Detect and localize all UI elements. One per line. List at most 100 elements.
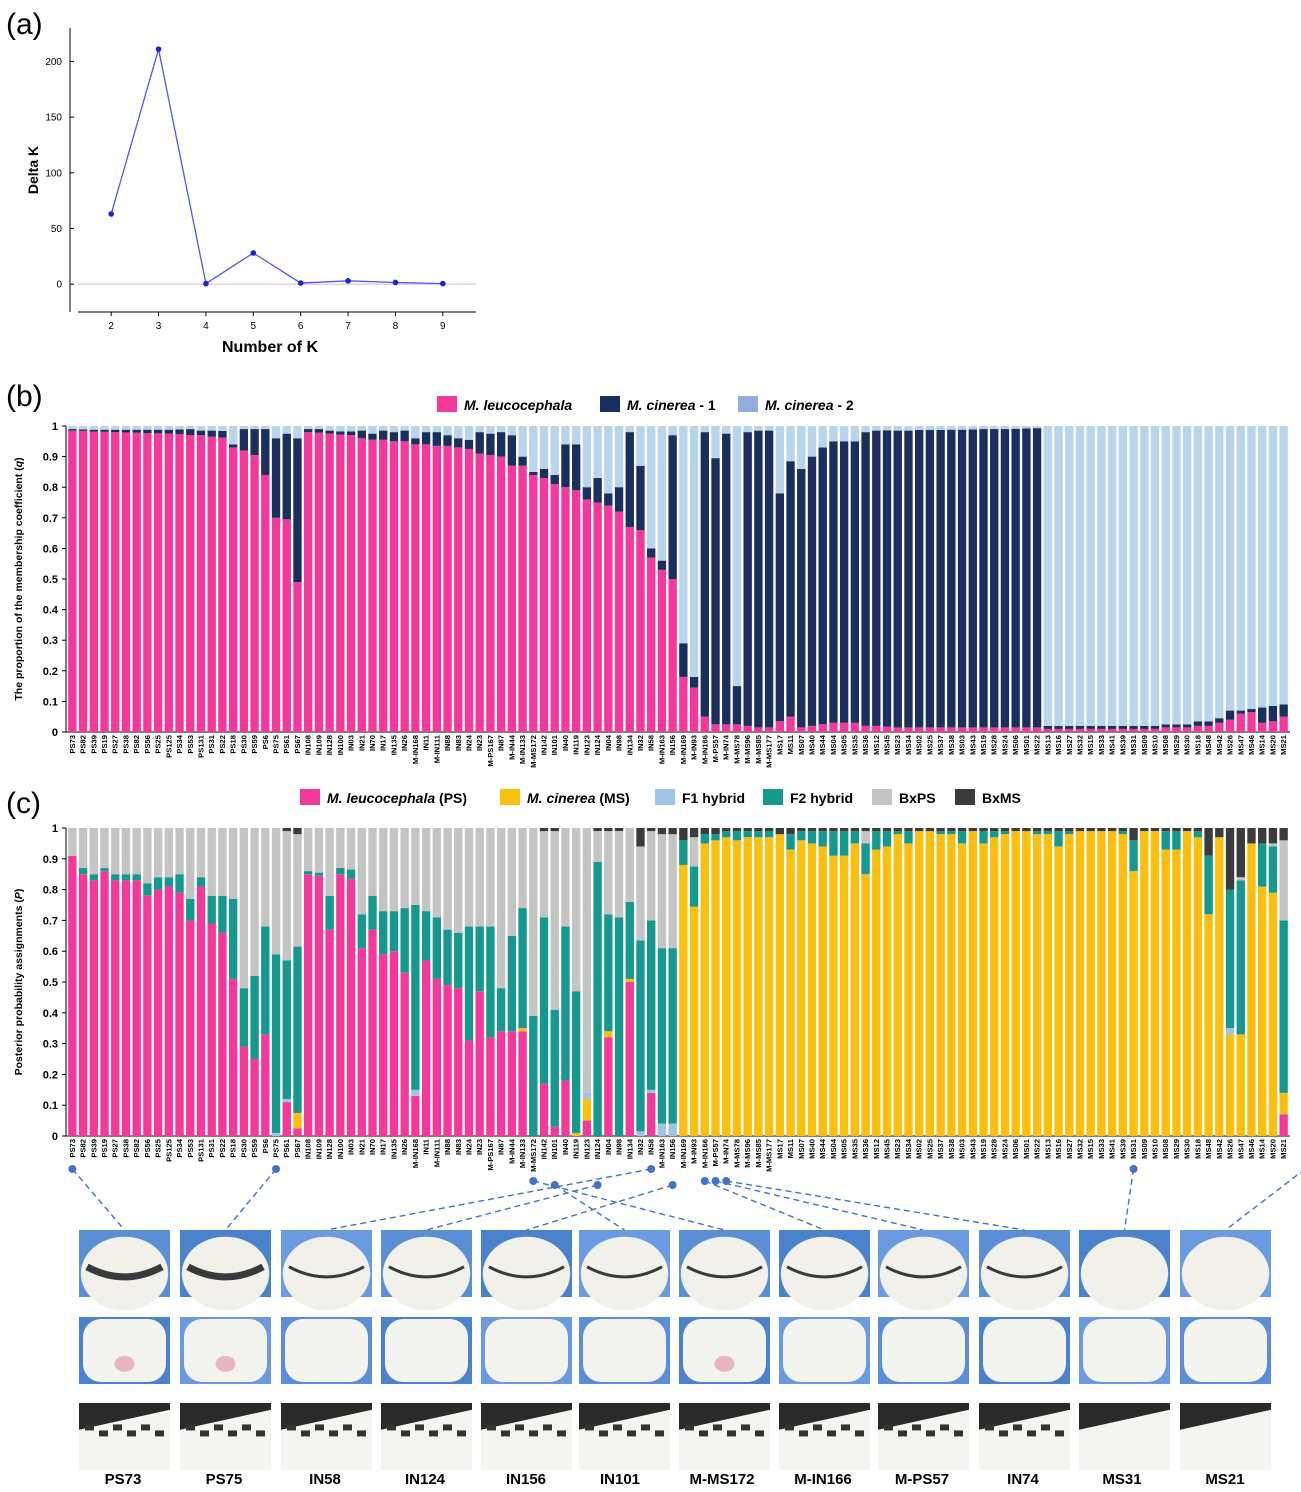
sample-label: MS22 bbox=[1033, 1139, 1042, 1159]
sample-label: MS25 bbox=[925, 1138, 934, 1159]
bar-cinerea-1-segment bbox=[1000, 429, 1010, 728]
bar-f2-segment bbox=[454, 932, 463, 989]
bar-leucocephala-segment bbox=[775, 721, 785, 732]
panel-b-y-title-symbol: q bbox=[13, 460, 25, 467]
bar-bxps-segment bbox=[550, 831, 559, 1010]
bar-ps-segment bbox=[432, 978, 441, 1136]
plumage-shape bbox=[980, 1236, 1069, 1311]
bar-ps-segment bbox=[153, 889, 163, 1136]
sample-label: MS14 bbox=[1258, 734, 1267, 755]
sample-label: MS01 bbox=[1022, 1138, 1031, 1159]
bar-bxms-segment bbox=[1247, 828, 1256, 844]
bar-leucocephala-segment bbox=[882, 726, 892, 732]
sample-label: MS48 bbox=[1204, 1139, 1213, 1159]
feather-marking bbox=[585, 1424, 594, 1431]
bar-cinerea-1-segment bbox=[1247, 709, 1256, 713]
photo-caption-11: MS31 bbox=[1102, 1471, 1141, 1488]
bar-cinerea-2-segment bbox=[282, 426, 291, 434]
panel-c-y-title-main: Posterior probability assignments ( bbox=[13, 899, 25, 1076]
bar-f2-segment bbox=[186, 898, 195, 921]
x-tick-label: 5 bbox=[251, 321, 257, 332]
delta-k-series-line bbox=[110, 48, 443, 285]
bar-cinerea-1-segment bbox=[1118, 725, 1128, 729]
bar-f2-segment bbox=[636, 940, 645, 1132]
bar-bxms-segment bbox=[1000, 828, 1010, 832]
plumage-barring bbox=[786, 1265, 863, 1279]
legend-label-bxps: BxPS bbox=[899, 790, 936, 806]
specimen-photo bbox=[979, 1317, 1070, 1384]
bar-bxps-segment bbox=[325, 828, 334, 896]
bar-cinerea-2-segment bbox=[529, 426, 538, 472]
bar-ps-segment bbox=[293, 1128, 302, 1136]
sample-label: M-MS177 bbox=[765, 735, 774, 768]
bar-ms-segment bbox=[1268, 892, 1278, 1136]
bar-bxps-segment bbox=[432, 828, 441, 918]
bar-cinerea-1-segment bbox=[582, 487, 592, 500]
bar-bxms-segment bbox=[1193, 828, 1203, 832]
bar-cinerea-2-segment bbox=[786, 426, 795, 462]
bar-bxps-segment bbox=[668, 834, 677, 949]
bar-ms-segment bbox=[968, 831, 977, 1136]
bar-cinerea-1-segment bbox=[336, 431, 345, 435]
bar-leucocephala-segment bbox=[111, 432, 120, 732]
bar-bxps-segment bbox=[228, 828, 238, 899]
feather-marking bbox=[699, 1430, 708, 1437]
bar-cinerea-2-segment bbox=[1000, 426, 1010, 430]
bar-cinerea-2-segment bbox=[1161, 426, 1170, 725]
bar-f2-segment bbox=[550, 1009, 559, 1127]
bar-cinerea-1-segment bbox=[111, 429, 120, 433]
bar-cinerea-2-segment bbox=[121, 426, 131, 430]
bar-leucocephala-segment bbox=[218, 437, 227, 732]
bar-cinerea-2-segment bbox=[507, 426, 517, 436]
panel-b-legend: M. leucocephala M. cinerea - 1 M. cinere… bbox=[437, 396, 854, 413]
bar-f2-segment bbox=[979, 831, 988, 844]
bar-bxms-segment bbox=[1172, 828, 1181, 832]
sample-link-line bbox=[224, 1168, 277, 1231]
bar-f2-segment bbox=[561, 926, 570, 1081]
panel-b-label: (b) bbox=[6, 380, 43, 413]
bar-cinerea-2-segment bbox=[861, 426, 870, 433]
bar-ps-segment bbox=[379, 954, 388, 1136]
bar-f2-segment bbox=[1172, 831, 1181, 850]
panel-c-y-title-end: ) bbox=[13, 889, 25, 893]
x-tick-label: 3 bbox=[156, 321, 162, 332]
bar-bxms-segment bbox=[957, 828, 967, 832]
legend-swatch-ms bbox=[500, 789, 520, 805]
bar-bxps-segment bbox=[507, 828, 517, 936]
plumage-shape bbox=[184, 1319, 267, 1382]
sample-label: MS06 bbox=[1011, 735, 1020, 755]
bar-cinerea-1-segment bbox=[250, 429, 259, 456]
feather-marking bbox=[155, 1430, 164, 1437]
bar-cinerea-1-segment bbox=[529, 471, 538, 475]
feather-marking bbox=[1041, 1424, 1050, 1431]
bar-cinerea-1-segment bbox=[496, 432, 506, 457]
bar-ps-segment bbox=[175, 892, 184, 1136]
bar-bxms-segment bbox=[850, 828, 860, 832]
bar-cinerea-1-segment bbox=[711, 458, 720, 725]
photo-caption-4: IN124 bbox=[405, 1471, 446, 1488]
sample-label: PS18 bbox=[229, 1139, 238, 1158]
bar-leucocephala-segment bbox=[228, 447, 238, 732]
bar-leucocephala-segment bbox=[529, 474, 538, 732]
sample-label: MS31 bbox=[1129, 734, 1138, 755]
sample-label: MS36 bbox=[861, 735, 870, 755]
bar-cinerea-2-segment bbox=[1065, 426, 1074, 726]
feather-marking bbox=[884, 1424, 893, 1431]
sample-label: IN58 bbox=[647, 1139, 656, 1155]
bar-cinerea-2-segment bbox=[636, 426, 645, 466]
specimen-photo bbox=[979, 1403, 1070, 1470]
bar-ps-segment bbox=[164, 886, 174, 1136]
feather-marking bbox=[357, 1430, 366, 1437]
specimen-photo bbox=[281, 1230, 372, 1311]
bar-f2-segment bbox=[304, 871, 313, 875]
bar-leucocephala-segment bbox=[904, 727, 913, 732]
legend-label-f1: F1 hybrid bbox=[682, 790, 745, 806]
bar-bxms-segment bbox=[1118, 828, 1128, 832]
sample-label: PS82 bbox=[132, 1139, 141, 1158]
legend-swatch-leucocephala bbox=[437, 396, 457, 412]
bar-leucocephala-segment bbox=[1097, 728, 1106, 732]
sample-label: PS38 bbox=[121, 735, 130, 754]
bar-leucocephala-segment bbox=[1247, 712, 1256, 732]
bar-leucocephala-segment bbox=[68, 430, 77, 732]
bar-cinerea-2-segment bbox=[68, 426, 77, 430]
